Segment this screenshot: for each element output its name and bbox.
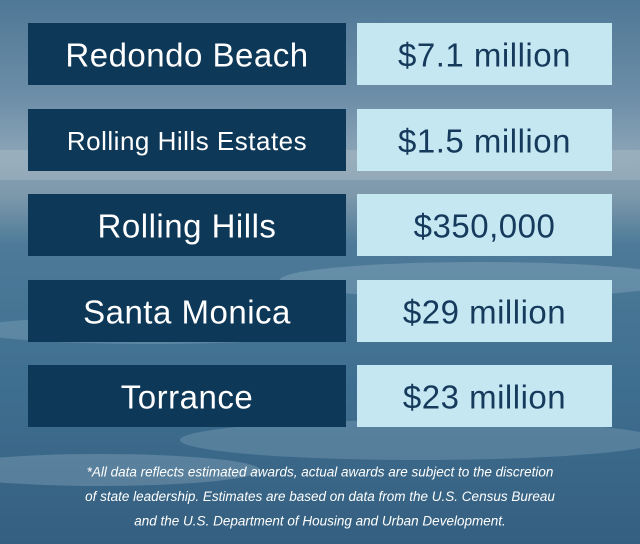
award-amount: $1.5 million: [398, 123, 571, 160]
city-cell: [28, 194, 346, 256]
award-amount: $23 million: [403, 379, 566, 416]
city-name: Rolling Hills: [98, 208, 277, 245]
footnote: *All data reflects estimated awards, act…: [85, 465, 555, 529]
city-cell: [28, 23, 346, 85]
award-amount: $29 million: [403, 294, 566, 331]
city-name: Redondo Beach: [65, 37, 308, 74]
award-row: Rolling Hills $350,000: [28, 194, 612, 256]
city-name: Santa Monica: [83, 294, 291, 331]
footnote-line: and the U.S. Department of Housing and U…: [134, 514, 505, 529]
footnote-line: of state leadership. Estimates are based…: [85, 489, 555, 504]
amount-cell: [357, 365, 612, 427]
award-amount: $350,000: [414, 208, 556, 245]
amount-cell: [357, 280, 612, 342]
amount-cell: [357, 23, 612, 85]
amount-cell: [357, 109, 612, 171]
city-cell: [28, 109, 346, 171]
city-name: Rolling Hills Estates: [67, 126, 307, 156]
award-amount: $7.1 million: [398, 37, 571, 74]
city-cell: [28, 280, 346, 342]
award-table: Redondo Beach $7.1 million Rolling Hills E…: [28, 23, 612, 427]
city-cell: [28, 365, 346, 427]
award-row: Santa Monica $29 million: [28, 280, 612, 342]
award-row: Redondo Beach $7.1 million: [28, 23, 612, 85]
award-row: Torrance $23 million: [28, 365, 612, 427]
city-name: Torrance: [121, 379, 253, 416]
award-row: Rolling Hills Estates $1.5 million: [28, 109, 612, 171]
amount-cell: [357, 194, 612, 256]
footnote-line: *All data reflects estimated awards, act…: [87, 465, 554, 480]
